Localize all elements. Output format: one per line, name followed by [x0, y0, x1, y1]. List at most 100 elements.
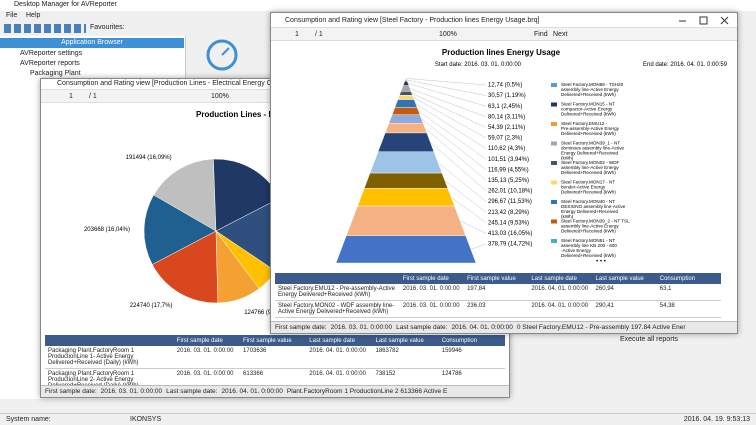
legend-swatch: [551, 200, 557, 204]
pyramid-layer: [397, 95, 415, 100]
slice-label: 124766 (9,83%): [244, 310, 287, 316]
back-table: First sample date First sample value Last …: [45, 335, 505, 392]
legend-swatch: [551, 122, 557, 126]
find[interactable]: Find: [534, 31, 548, 38]
pie-slice: [151, 230, 219, 304]
layer-label: 378,79 (14,72%): [488, 242, 532, 248]
layer-label: 101,51 (3,94%): [488, 157, 529, 163]
status-bar: System name: IKONSYS 2016. 04. 19. 9:53:…: [0, 413, 756, 425]
legend-swatch: [551, 239, 557, 243]
slice-label: 191494 (16,09%): [126, 155, 172, 161]
pyramid-chart: Production lines Energy Usage Start date:…: [335, 48, 728, 265]
leader-line: [411, 93, 487, 128]
header-cell: Last sample date: [528, 273, 593, 284]
leader-line: [430, 142, 487, 192]
status-text: Plant.FactoryRoom 1 ProductionLine 2 613…: [286, 388, 448, 395]
table-cell: 2016. 04. 01. 0:00:00: [528, 284, 593, 301]
start-date: Start date: 2016. 03. 01. 0:00:00: [435, 62, 522, 68]
header-cell: [45, 335, 174, 346]
layer-label: 296,67 (11,53%): [488, 199, 532, 205]
layer-label: 59,07 (2,3%): [488, 136, 522, 142]
table-cell: 1863782: [372, 346, 439, 369]
window-title: Consumption and Rating view [Production …: [57, 80, 322, 87]
zoom[interactable]: 100%: [439, 31, 457, 38]
page[interactable]: 1: [69, 93, 73, 100]
execute-all[interactable]: Execute all reports: [620, 336, 678, 343]
tree-item[interactable]: AVReporter reports: [20, 60, 80, 67]
header-cell: [275, 273, 400, 284]
legend-swatch: [551, 141, 557, 146]
header-cell: Last sample value: [592, 273, 657, 284]
layer-label: 30,57 (1,19%): [488, 93, 526, 99]
layer-label: 54,39 (2,11%): [488, 125, 525, 131]
legend-entry: Steel Factory.MON17 - NT bender-Active En…: [561, 180, 616, 195]
chart-title: Production Lines - Ele: [196, 110, 281, 119]
legend-swatch: [551, 180, 557, 185]
status-text: 2016. 03. 01. 0:00:00: [100, 388, 163, 395]
legend-entry: Steel Factory.EMU12 -Pre-assembly-Active…: [561, 121, 620, 136]
tree-item[interactable]: Packaging Plant: [30, 70, 81, 77]
layer-label: 116,99 (4,55%): [488, 167, 529, 173]
status-text: 0 Steel Factory.EMU12 - Pre-assembly 197…: [516, 324, 686, 331]
page[interactable]: 1: [295, 31, 299, 38]
table-row: Packaging Plant.FactoryRoom 1 Production…: [45, 346, 505, 369]
leader-line: [407, 83, 487, 107]
status-text: First sample date:: [275, 324, 327, 331]
leader-line: [470, 243, 487, 250]
leader-line: [421, 118, 487, 170]
legend-entry: Steel Factory.MON15 - NT compactor-Active…: [561, 102, 616, 117]
pyramid-layer: [388, 114, 424, 124]
layer-label: 110,62 (4,3%): [488, 146, 525, 152]
leader-line: [406, 78, 487, 86]
leader-line: [406, 79, 487, 96]
table-cell: Packaging Plant.FactoryRoom 1 Production…: [45, 346, 174, 369]
table-cell: 290,41: [592, 300, 657, 318]
table-cell: Steel Factory.EMU12 - Pre-assembly-Activ…: [275, 284, 400, 301]
header-cell: First sample date: [399, 273, 465, 284]
status-text: 2016. 04. 01. 0:00:00: [451, 324, 513, 331]
more: • • •: [596, 259, 606, 265]
toolbar-icons: [4, 24, 86, 33]
layer-label: 262,01 (10,18%): [488, 189, 532, 195]
slice-label: 224740 (17,7%): [130, 303, 173, 309]
system-label: System name:: [6, 416, 51, 423]
pyramid-layer: [357, 188, 455, 207]
status-text: 2016. 04. 01. 0:00:00: [221, 388, 283, 395]
window-controls[interactable]: [673, 15, 733, 26]
pyramid-layer: [369, 151, 443, 174]
back-statusbar: First sample date: 2016. 03. 01. 0:00:00 L…: [41, 385, 509, 397]
pyramid-layer: [402, 80, 410, 86]
leader-line: [460, 220, 487, 234]
chart-title: Production lines Energy Usage: [442, 48, 561, 57]
layer-label: 80,14 (3,11%): [488, 114, 525, 120]
menu-file[interactable]: File: [6, 12, 18, 19]
pyramid-layer: [377, 132, 435, 152]
tree-item[interactable]: AVReporter settings: [20, 50, 83, 57]
table-cell: 236,03: [464, 300, 529, 318]
legend-entry: Steel Factory.MON02 - WDF assembly line-A…: [561, 160, 620, 175]
layer-label: 63,1 (2,45%): [488, 104, 522, 110]
table-cell: 197,84: [464, 284, 529, 301]
table-cell: 1703636: [240, 346, 307, 369]
table-cell: 260,94: [592, 284, 657, 301]
leader-line: [424, 127, 487, 181]
front-window: Consumption and Rating view [Steel Facto…: [270, 12, 738, 334]
leader-line: [413, 97, 487, 139]
next[interactable]: Next: [553, 31, 568, 38]
layer-label: 245,14 (9,53%): [488, 220, 529, 226]
legend-entry: Steel Factory.MON39_2 - NT TSL assembly l…: [561, 219, 630, 234]
pyramid-layer: [391, 107, 421, 116]
app-title: Desktop Manager for AVReporter: [14, 1, 117, 8]
pages: / 1: [315, 31, 323, 38]
header-cell: Last sample date: [306, 335, 373, 346]
legend-swatch: [551, 161, 557, 165]
menu-help[interactable]: Help: [26, 12, 41, 19]
zoom[interactable]: 100%: [211, 93, 229, 100]
app-titlebar: Desktop Manager for AVReporter: [0, 0, 756, 11]
header-row: First sample date First sample value Last …: [275, 273, 721, 284]
pages: / 1: [89, 93, 97, 100]
legend-swatch: [551, 102, 557, 107]
header-cell: Last sample value: [372, 335, 439, 346]
status-text: First sample date:: [45, 388, 97, 395]
